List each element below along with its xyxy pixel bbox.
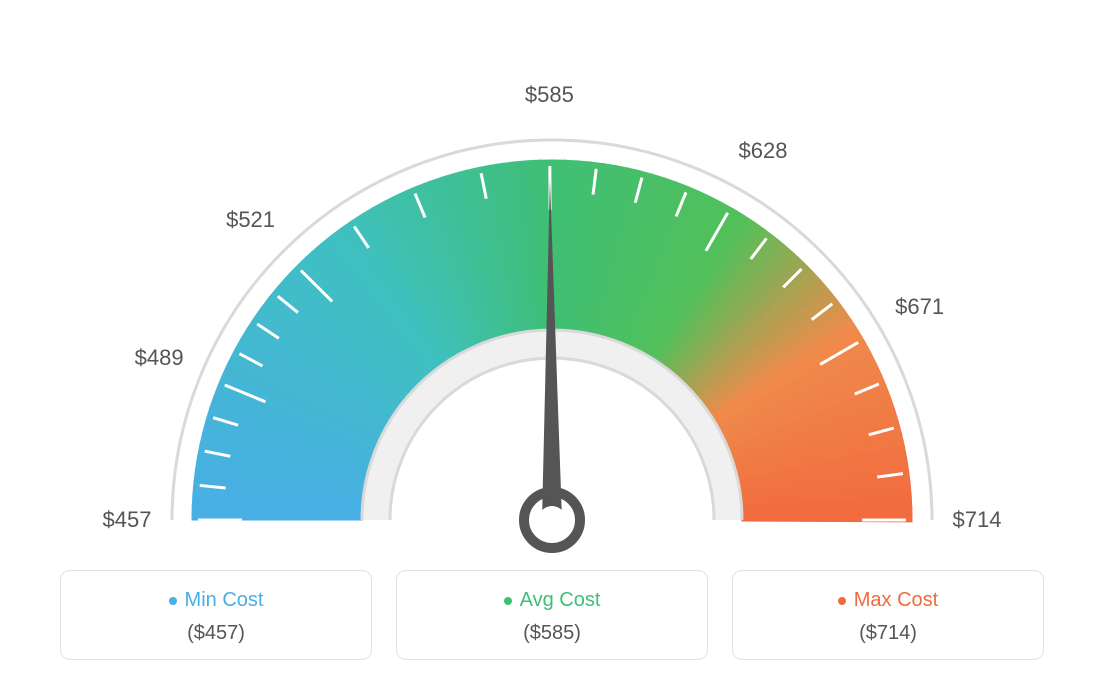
legend-avg-title: Avg Cost (504, 589, 601, 612)
gauge-tick-label: $585 (525, 82, 574, 108)
legend-avg-dot (504, 597, 512, 605)
legend-min-value: ($457) (71, 622, 361, 645)
gauge-tick-label: $714 (953, 507, 1002, 533)
legend-max-value: ($714) (743, 622, 1033, 645)
legend-max-label: Max Cost (854, 589, 938, 612)
gauge-tick-label: $628 (739, 138, 788, 164)
gauge-tick-label: $671 (895, 294, 944, 320)
legend-max-title: Max Cost (838, 589, 938, 612)
gauge-chart: $457 $489 $521 $585 $628 $671 $714 (0, 0, 1104, 570)
legend-avg-label: Avg Cost (520, 589, 601, 612)
legend-min-title: Min Cost (169, 589, 264, 612)
legend-row: Min Cost ($457) Avg Cost ($585) Max Cost… (60, 570, 1044, 660)
gauge-tick-label: $521 (226, 207, 275, 233)
cost-gauge-container: $457 $489 $521 $585 $628 $671 $714 Min Cost ($… (0, 0, 1104, 690)
legend-avg: Avg Cost ($585) (396, 570, 708, 660)
legend-avg-value: ($585) (407, 622, 697, 645)
legend-max: Max Cost ($714) (732, 570, 1044, 660)
gauge-tick-label: $489 (135, 345, 184, 371)
legend-min: Min Cost ($457) (60, 570, 372, 660)
legend-max-dot (838, 597, 846, 605)
legend-min-label: Min Cost (185, 589, 264, 612)
legend-min-dot (169, 597, 177, 605)
gauge-tick-label: $457 (103, 507, 152, 533)
